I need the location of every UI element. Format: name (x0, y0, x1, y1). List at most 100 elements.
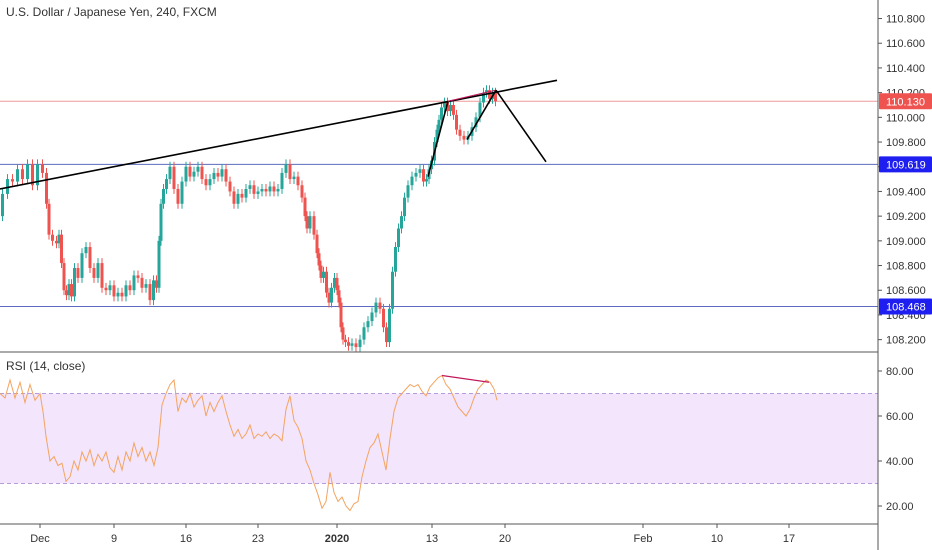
rsi-tick-label: 60.00 (886, 411, 914, 423)
time-tick-label: 23 (252, 533, 264, 545)
candle-body (181, 182, 184, 204)
candle-body (411, 177, 414, 186)
candle-body (463, 136, 466, 140)
candle-body (158, 241, 161, 288)
candle-body (371, 312, 374, 321)
candle-body (422, 169, 425, 181)
candle-body (41, 164, 44, 173)
candle-body (145, 284, 148, 288)
candle-body (137, 275, 140, 277)
candle-body (338, 290, 341, 302)
candle-body (237, 194, 240, 204)
candle-body (385, 327, 388, 342)
rsi-title: RSI (14, close) (6, 359, 85, 373)
candle-body (340, 303, 343, 328)
current-price-tag-label: 110.130 (886, 96, 925, 108)
candle-body (221, 169, 224, 176)
candle-body (363, 327, 366, 339)
candle-body (425, 179, 428, 181)
price-tick-label: 109.800 (886, 137, 926, 149)
candle-body (344, 340, 347, 342)
candle-body (285, 164, 288, 173)
candle-body (382, 309, 385, 328)
candle-body (375, 303, 378, 313)
candle-body (93, 268, 96, 278)
rsi-tick-label: 40.00 (886, 456, 914, 468)
candle-body (1, 194, 4, 216)
candle-body (325, 272, 328, 293)
rsi-band (0, 394, 878, 484)
candle-body (213, 173, 216, 179)
candle-body (185, 167, 188, 182)
time-axis-ticks: Dec 9 16 23 2020 13 20 Feb 10 17 (30, 524, 795, 545)
candle-body (281, 173, 284, 189)
candle-body (273, 186, 276, 191)
candle-body (133, 275, 136, 290)
candle-body (21, 169, 24, 179)
candle-body (440, 107, 443, 119)
candle-body (113, 285, 116, 296)
candle-body (400, 216, 403, 228)
candle-body (89, 247, 92, 268)
time-tick-label: 9 (111, 533, 117, 545)
price-tick-label: 109.000 (886, 236, 926, 248)
candle-body (225, 169, 228, 181)
candle-body (322, 272, 325, 278)
candle-body (459, 130, 462, 136)
candle-body (16, 169, 19, 181)
candle-body (245, 189, 248, 198)
rsi-axis-ticks: 20.00 40.00 60.00 80.00 (878, 366, 914, 513)
candle-body (205, 179, 208, 185)
candle-body (70, 284, 73, 296)
candle-body (165, 179, 168, 189)
time-tick-label: 16 (180, 533, 192, 545)
candle-body (297, 177, 300, 186)
candle-body (169, 167, 172, 179)
candle-body (379, 303, 382, 309)
candle-body (316, 235, 319, 254)
candle-body (443, 103, 446, 108)
candle-body (306, 216, 309, 228)
candle-body (249, 185, 252, 189)
candle-body (129, 285, 132, 290)
candle-body (318, 253, 321, 265)
candle-body (397, 228, 400, 247)
candle-body (121, 293, 124, 297)
candle-body (51, 235, 54, 241)
time-tick-label: 13 (426, 533, 438, 545)
candle-body (449, 105, 452, 111)
candle-body (173, 167, 176, 189)
candle-body (229, 182, 232, 192)
candle-body (257, 191, 260, 193)
candle-body (217, 173, 220, 177)
rsi-tick-label: 20.00 (886, 501, 914, 513)
price-tick-label: 108.200 (886, 335, 926, 347)
candle-body (77, 268, 80, 278)
impulse-line[interactable] (428, 101, 448, 176)
rsi-divergence-line[interactable] (442, 376, 489, 383)
grid-layer (0, 101, 878, 483)
time-tick-label: 17 (783, 533, 795, 545)
candle-body (261, 189, 264, 191)
candle-body (342, 327, 345, 339)
candle-body (359, 340, 362, 347)
candle-body (301, 185, 304, 197)
candle-body (101, 263, 104, 288)
candle-body (152, 280, 155, 300)
candle-body (336, 278, 339, 290)
candle-body (97, 263, 100, 278)
candle-body (149, 284, 152, 300)
candle-body (60, 235, 63, 263)
price-pane[interactable] (1, 85, 497, 352)
price-axis-ticks: 108.200108.400108.600108.800109.000109.2… (878, 14, 926, 347)
candle-body (313, 216, 316, 235)
time-tick-label: Dec (30, 533, 50, 545)
candle-body (293, 177, 296, 179)
candle-body (125, 285, 128, 296)
candle-body (347, 342, 350, 346)
price-tick-label: 110.600 (886, 38, 925, 50)
candle-body (394, 247, 397, 272)
rsi-tick-label: 80.00 (886, 366, 914, 378)
candle-body (26, 164, 29, 179)
